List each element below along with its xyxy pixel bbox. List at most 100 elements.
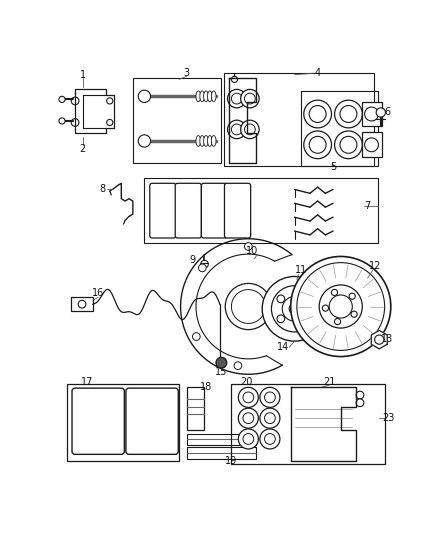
Text: 13: 13 bbox=[381, 334, 393, 344]
Circle shape bbox=[240, 120, 259, 139]
Text: 10: 10 bbox=[246, 246, 258, 256]
Ellipse shape bbox=[204, 91, 208, 102]
Circle shape bbox=[291, 256, 391, 357]
Circle shape bbox=[304, 131, 332, 159]
FancyBboxPatch shape bbox=[72, 388, 124, 454]
Circle shape bbox=[277, 295, 285, 303]
Text: 12: 12 bbox=[369, 261, 381, 271]
Circle shape bbox=[265, 413, 276, 424]
Text: 19: 19 bbox=[225, 456, 237, 465]
Circle shape bbox=[297, 263, 385, 350]
Circle shape bbox=[296, 289, 304, 296]
FancyBboxPatch shape bbox=[150, 183, 176, 238]
Text: 11: 11 bbox=[295, 265, 307, 276]
Text: 17: 17 bbox=[81, 377, 93, 387]
Circle shape bbox=[319, 285, 362, 328]
Text: 18: 18 bbox=[200, 382, 212, 392]
Circle shape bbox=[198, 264, 206, 272]
Circle shape bbox=[192, 333, 200, 341]
Circle shape bbox=[376, 108, 385, 117]
Circle shape bbox=[78, 301, 86, 308]
Circle shape bbox=[260, 387, 280, 407]
Circle shape bbox=[71, 97, 79, 105]
Circle shape bbox=[228, 90, 246, 108]
Polygon shape bbox=[371, 330, 387, 349]
Circle shape bbox=[238, 429, 258, 449]
Circle shape bbox=[265, 433, 276, 445]
Circle shape bbox=[59, 96, 65, 102]
Text: 7: 7 bbox=[364, 201, 371, 212]
Circle shape bbox=[272, 286, 318, 332]
Text: 9: 9 bbox=[190, 255, 196, 265]
Circle shape bbox=[234, 362, 242, 369]
Polygon shape bbox=[229, 78, 256, 163]
FancyBboxPatch shape bbox=[126, 388, 178, 454]
Circle shape bbox=[107, 119, 113, 126]
Bar bbox=[187, 447, 256, 459]
Ellipse shape bbox=[208, 91, 212, 102]
Circle shape bbox=[335, 131, 362, 159]
Ellipse shape bbox=[200, 135, 205, 147]
Circle shape bbox=[356, 399, 364, 407]
Bar bbox=[71, 297, 93, 311]
Bar bbox=[301, 91, 378, 166]
Circle shape bbox=[340, 106, 357, 123]
Circle shape bbox=[374, 335, 384, 344]
Text: 4: 4 bbox=[314, 68, 321, 78]
Circle shape bbox=[231, 76, 237, 83]
Text: 15: 15 bbox=[215, 367, 228, 377]
Text: 20: 20 bbox=[240, 377, 253, 387]
Bar bbox=[224, 73, 374, 166]
Circle shape bbox=[59, 118, 65, 124]
Circle shape bbox=[277, 315, 285, 322]
Bar bbox=[231, 384, 385, 464]
Circle shape bbox=[231, 124, 242, 135]
Circle shape bbox=[201, 260, 208, 268]
Circle shape bbox=[307, 305, 315, 313]
Circle shape bbox=[335, 100, 362, 128]
Circle shape bbox=[329, 295, 352, 318]
Text: 6: 6 bbox=[384, 107, 390, 117]
Bar bbox=[187, 387, 204, 430]
Text: 5: 5 bbox=[330, 162, 336, 172]
Circle shape bbox=[304, 100, 332, 128]
Text: 14: 14 bbox=[277, 342, 289, 352]
Bar bbox=[133, 78, 221, 163]
Circle shape bbox=[238, 408, 258, 428]
Bar bbox=[145, 178, 378, 244]
Circle shape bbox=[349, 293, 355, 300]
Ellipse shape bbox=[208, 135, 212, 147]
Bar bbox=[67, 384, 179, 461]
Circle shape bbox=[356, 391, 364, 399]
FancyBboxPatch shape bbox=[175, 183, 201, 238]
Polygon shape bbox=[291, 387, 356, 461]
Text: 21: 21 bbox=[323, 377, 336, 387]
Circle shape bbox=[244, 93, 255, 104]
Text: 3: 3 bbox=[184, 68, 190, 78]
Polygon shape bbox=[75, 90, 113, 133]
Circle shape bbox=[243, 413, 254, 424]
Text: 16: 16 bbox=[92, 288, 104, 298]
Circle shape bbox=[231, 93, 242, 104]
Circle shape bbox=[243, 433, 254, 445]
Circle shape bbox=[340, 136, 357, 154]
Ellipse shape bbox=[196, 91, 201, 102]
Circle shape bbox=[244, 124, 255, 135]
Circle shape bbox=[296, 321, 304, 329]
Circle shape bbox=[225, 284, 272, 329]
Circle shape bbox=[322, 305, 328, 311]
Text: 1: 1 bbox=[80, 70, 86, 80]
Circle shape bbox=[231, 289, 265, 324]
Circle shape bbox=[335, 319, 341, 325]
Circle shape bbox=[262, 277, 327, 341]
Text: 8: 8 bbox=[99, 184, 105, 195]
Circle shape bbox=[216, 357, 227, 368]
Circle shape bbox=[238, 387, 258, 407]
Circle shape bbox=[309, 136, 326, 154]
Circle shape bbox=[71, 119, 79, 126]
Bar bbox=[187, 433, 256, 445]
Circle shape bbox=[364, 107, 378, 121]
Bar bbox=[361, 133, 381, 157]
Circle shape bbox=[309, 106, 326, 123]
Circle shape bbox=[138, 135, 151, 147]
